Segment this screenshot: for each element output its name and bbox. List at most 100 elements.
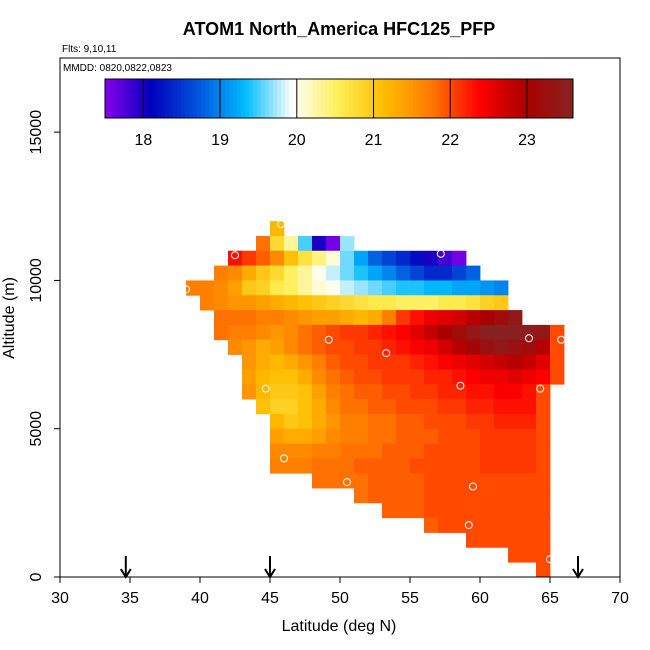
colorbar-tick-label: 21 [365,132,383,149]
heatmap-cell [480,384,495,400]
heatmap-cell [410,502,425,519]
heatmap-cell [200,295,215,311]
heatmap-cell [508,473,523,489]
colorbar-segment [109,79,114,118]
heatmap-cell [550,324,565,341]
heatmap-cell [396,458,411,474]
heatmap-cell [536,562,551,578]
colorbar-segment [549,79,554,118]
heatmap-cell [354,280,369,296]
colorbar-segment [209,79,214,118]
heatmap-cell [536,428,551,444]
heatmap-cell [410,458,425,474]
heatmap-cell [326,265,341,281]
colorbar-segment [265,79,270,118]
colorbar-segment [237,79,242,118]
heatmap-cell [438,488,453,504]
heatmap-cell [284,443,299,459]
heatmap-cell [340,399,355,415]
colorbar-segment [393,79,398,118]
heatmap-cell [438,443,453,459]
colorbar-segment [389,79,394,118]
heatmap-cell [368,384,383,400]
heatmap-cell [312,428,327,444]
colorbar-segment [501,79,506,118]
heatmap-cell [452,428,467,444]
heatmap-cell [284,235,299,252]
colorbar-segment [261,79,266,118]
heatmap-cell [438,310,453,326]
heatmap-cell [326,310,341,326]
heatmap-cell [466,488,481,504]
heatmap-cell [354,473,369,489]
colorbar-segment [333,79,338,118]
sample-point [182,285,190,294]
colorbar-segment [301,79,306,118]
heatmap-cell [466,399,481,415]
heatmap-cell [438,369,453,385]
colorbar-segment [245,79,250,118]
location-arrow-head [264,568,276,579]
heatmap-cell [466,369,481,385]
colorbar-segment [465,79,470,118]
heatmap-cell [382,384,397,400]
heatmap-cell [410,250,425,266]
heatmap-cell [242,354,257,370]
heatmap-cell [438,384,453,400]
heatmap-cell [536,502,551,519]
heatmap-cell [466,443,481,459]
colorbar-segment [533,79,538,118]
heatmap-cell [382,428,397,444]
heatmap-cell [242,384,257,400]
heatmap-cell [466,265,481,281]
colorbar-segment [257,79,262,118]
heatmap-cell [340,235,355,252]
heatmap-cell [522,339,537,355]
colorbar-segment [309,79,314,118]
heatmap-cell [270,310,285,326]
heatmap-cell [494,295,509,311]
colorbar-segment [313,79,318,118]
sample-point [277,220,286,229]
heatmap-cell [536,458,551,474]
heatmap-cell [382,250,397,266]
heatmap-cell [480,399,495,415]
x-axis: 30 35 40 45 50 55 60 65 70 [51,577,629,607]
colorbar-segment [473,79,478,118]
heatmap-cell [214,280,229,296]
heatmap-cell [382,458,397,474]
heatmap-cell [480,310,495,326]
heatmap-cell [494,458,509,474]
colorbar-segment [137,79,142,118]
heatmap-cell [298,369,313,385]
colorbar-segment [197,79,202,118]
heatmap-cell [452,295,467,311]
heatmap-cell [284,295,299,311]
heatmap-cell [438,280,453,296]
heatmap-cell [284,413,299,430]
heatmap-cell [312,235,327,252]
heatmap-cell [424,458,439,474]
heatmap-cell [438,399,453,415]
colorbar-segment [425,79,430,118]
heatmap-cell [494,473,509,489]
heatmap-cell [298,280,313,296]
colorbar-segment [397,79,402,118]
heatmap-cell [256,310,271,326]
heatmap-cell [452,473,467,489]
heatmap-cell [424,502,439,519]
heatmap-cell [438,354,453,370]
heatmap-cell [284,280,299,296]
heatmap-cell [340,310,355,326]
sample-point [550,509,559,518]
x-tick-label: 40 [191,590,209,607]
heatmap-cell [382,443,397,459]
colorbar-segment [385,79,390,118]
colorbar-segment [433,79,438,118]
colorbar-segment [153,79,158,118]
sample-point [231,251,239,260]
heatmap-cell [410,295,425,311]
heatmap-cell [340,384,355,400]
heatmap-cell [396,324,411,341]
